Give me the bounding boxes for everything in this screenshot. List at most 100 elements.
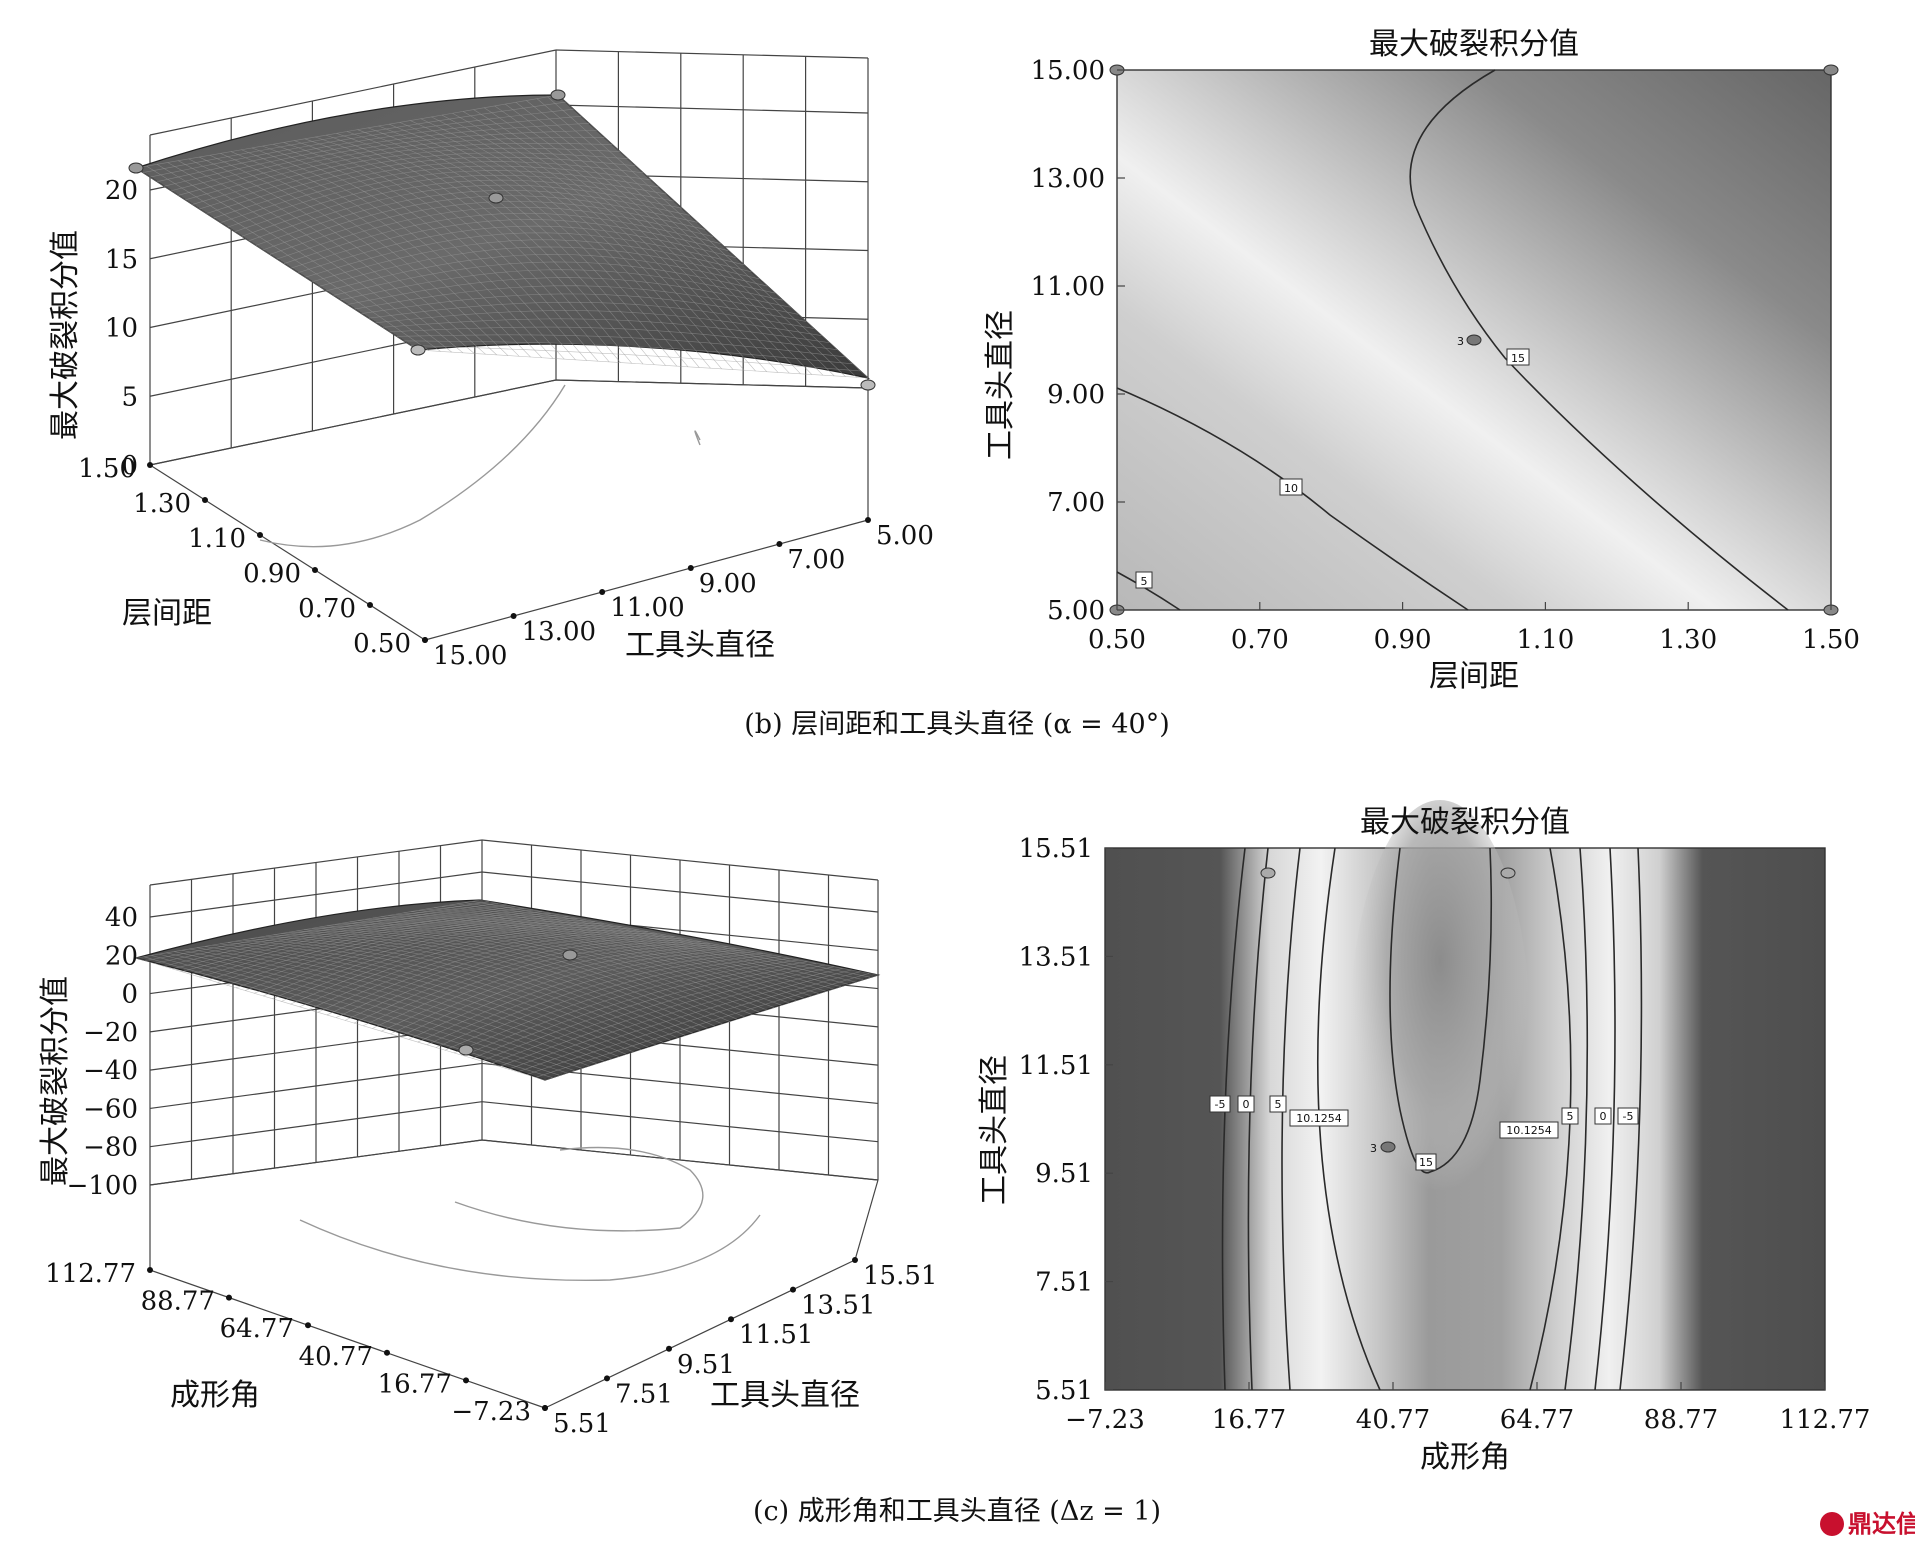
panel-c-3d-mesh [135,899,879,1081]
panel-c-3d-mesh-line [151,955,560,1076]
panel-b-contour-y-tick: 9.00 [1047,380,1105,410]
panel-c-3d-z-gridline [149,1139,879,1186]
panel-c-contour-center-point [1380,1141,1396,1153]
panel-c-3d-mesh-line [235,940,642,1050]
panel-b-3d-x-tick-mark [147,462,153,468]
svg-text:10: 10 [1284,482,1298,495]
panel-c-3d-mesh-line [357,920,760,1013]
panel-b-3d-y-tick-mark [865,517,871,523]
panel-c-3d-mesh-line [242,939,649,1048]
panel-c-3d-z-tick: −60 [83,1094,138,1124]
panel-b-3d-mesh-line [340,269,783,301]
panel-b-3d-point [860,379,876,391]
panel-b-3d-mesh-line [135,94,559,169]
panel-b-3d-mesh [135,94,869,379]
panel-c-3d-mesh-line [472,900,871,978]
panel-c-3d-y-axis [544,1259,856,1409]
panel-c-3d-mesh-line [158,953,568,1074]
panel-c-3d-mesh-line [189,948,597,1064]
panel-c-3d-mesh-line [254,921,595,994]
panel-b-3d-mesh-line [347,277,791,308]
panel-b-3d-y-tick-mark [510,613,517,619]
panel-b-3d-x-tick-mark [312,567,318,573]
panel-b-3d-x-axis [149,464,426,641]
panel-b-contour-y-tick: 15.00 [1031,56,1105,86]
panel-b-3d-x-tick: 1.30 [133,489,191,519]
panel-c-3d-x-tick-mark [147,1267,153,1273]
panel-c-3d-mesh-line [390,946,728,1035]
panel-b-contour-x-tick: 1.50 [1802,625,1860,655]
panel-c-3d-x-axis [149,1269,546,1409]
panel-c-3d-mesh-line [434,907,834,990]
panel-b-3d-y-tick: 11.00 [610,593,684,623]
panel-c-contour-xlabel: 成形角 [1420,1440,1510,1475]
panel-c-3d-mesh-line [526,971,861,1075]
panel-c-contour-label: 0 [1237,1095,1255,1113]
panel-b-3d-mesh-line [213,161,644,219]
panel-b-contour-x-tick: 1.30 [1659,625,1717,655]
panel-c-3d-x-tick: 88.77 [141,1287,215,1317]
panel-b-3d-mesh-line [298,225,737,273]
panel-c-3d-mesh-line [220,943,627,1055]
panel-c-3d-z-gridline [149,871,879,918]
panel-c-3d-mesh-line [365,919,768,1011]
svg-text:0: 0 [1243,1098,1250,1111]
panel-c-3d-mesh-line [304,929,708,1029]
panel-c-contour-x-tick: 112.77 [1780,1405,1871,1435]
panel-c-3d-x-tick: 112.77 [45,1259,136,1289]
panel-b-3d-y-tick: 5.00 [876,521,934,551]
panel-b-3d-mesh-line [220,165,652,223]
panel-c-contour-y-tick: 9.51 [1035,1159,1093,1189]
panel-c-3d-floor-contour-2 [299,1214,761,1282]
panel-c-contour-label: 10.1254 [1289,1109,1349,1127]
panel-c-3d-point [562,949,578,961]
svg-text:0: 0 [1600,1110,1607,1123]
panel-b-3d-x-tick: 1.10 [188,524,246,554]
panel-b-3d-y-tick-mark [687,565,694,571]
panel-c-3d-mesh-line [381,944,719,1032]
panel-b-3d-mesh-line [368,301,814,329]
panel-c-3d-mesh-line [317,933,657,1013]
panel-c-3d-mesh-line [380,916,782,1006]
svg-text:5: 5 [1567,1110,1574,1123]
panel-b-3d-mesh-line [354,285,799,315]
panel-c-3d-mesh-line [453,958,790,1054]
panel-b-3d-y-tick: 7.00 [787,545,845,575]
panel-c-3d-mesh-line [479,899,879,976]
panel-c-3d-mesh-line [212,944,620,1057]
panel-c-3d-z-tick: 20 [105,941,138,971]
panel-c-3d-mesh-line [499,966,834,1067]
panel-b-3d-z-tick: 15 [105,245,138,275]
panel-c-3d-mesh-line [544,974,879,1081]
panel-c-3d-mesh-line [308,931,649,1010]
panel-b-contour-x-tick: 0.70 [1231,625,1289,655]
panel-c-3d-mesh-line [441,906,842,987]
panel-b-contour-xlabel: 层间距 [1429,659,1519,694]
panel-c-3d-mesh-line [174,951,583,1069]
watermark-logo-icon [1820,1512,1844,1536]
panel-c-3d-mesh-line [417,951,755,1043]
panel-b-contour: 最大破裂积分值 10 15 5 3 0.50 0.70 0.90 1.10 1.30 1.… [983,27,1860,694]
svg-text:10.1254: 10.1254 [1506,1124,1552,1137]
panel-b-3d-mesh-line [410,345,861,372]
panel-b-3d-floor-contour-2 [694,430,701,446]
panel-b-3d-mesh-line [396,334,845,358]
svg-text:5: 5 [1275,1098,1282,1111]
panel-c-3d-mesh-line [326,934,666,1016]
panel-c-contour-center-count: 3 [1370,1142,1377,1155]
panel-b-contour-x-tick: 1.10 [1516,625,1574,655]
panel-c-3d-mesh-line [263,923,604,997]
panel-c-3d-xlabel: 成形角 [170,1378,260,1413]
panel-c-3d-mesh-line [217,914,560,983]
panel-c-3d-mesh-line [535,973,870,1078]
panel-c-3d-z-tick: 0 [121,980,138,1010]
panel-c-3d-mesh-line [411,911,812,997]
panel-b-3d-z-tick: 20 [105,176,138,206]
panel-c-3d-y-tick: 7.51 [615,1379,673,1409]
panel-c-3d-mesh-line [399,948,737,1037]
panel-b-3d-z-tick: 10 [105,314,138,344]
panel-c-3d-mesh-line [296,930,701,1032]
panel-c-contour-label: 0 [1594,1107,1612,1125]
panel-b-3d-mesh-line [255,190,690,246]
panel-c-3d-mesh-line [135,899,481,959]
